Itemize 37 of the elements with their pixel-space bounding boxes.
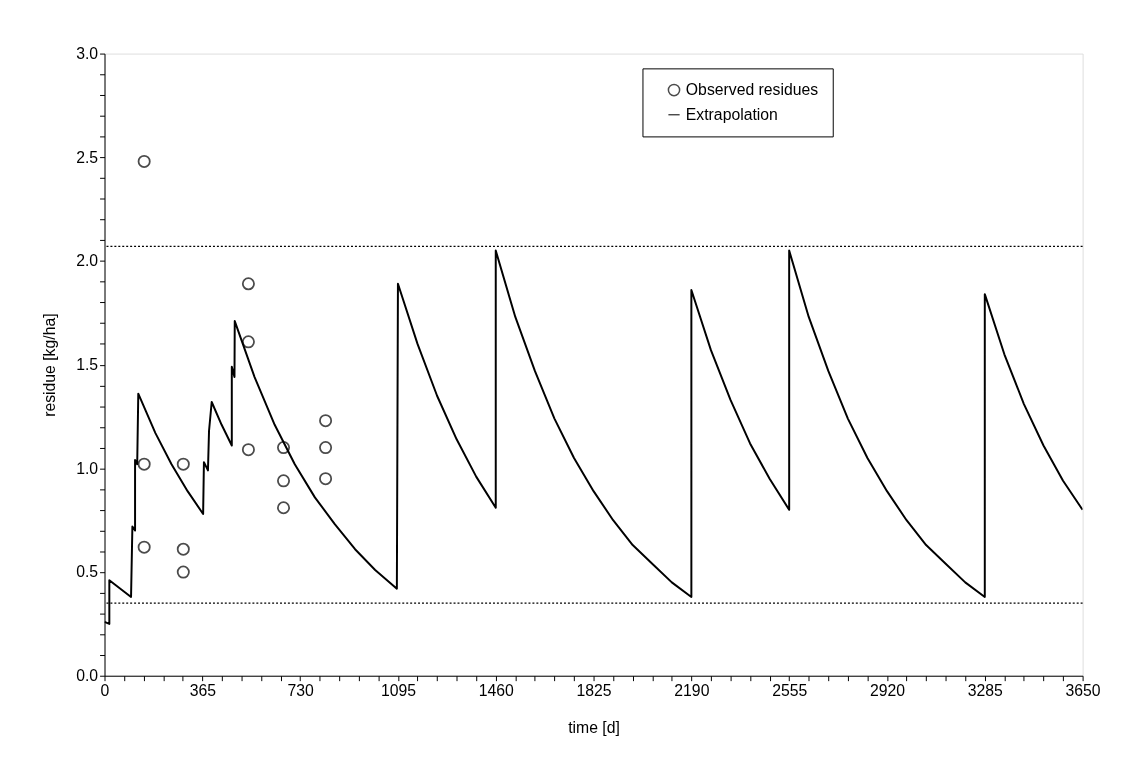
- point: [137, 457, 151, 471]
- point: [176, 565, 190, 579]
- point: [319, 414, 333, 428]
- point: [277, 474, 291, 488]
- point: [277, 441, 291, 455]
- legend-label: Observed residues: [685, 80, 819, 98]
- point: [241, 277, 255, 291]
- point: [137, 154, 151, 168]
- x-tick-label: 2190: [674, 681, 710, 699]
- point: [319, 472, 333, 486]
- point: [277, 501, 291, 515]
- legend-label: Extrapolation: [685, 105, 778, 123]
- x-tick-label: 2920: [869, 681, 906, 699]
- x-tick-label: 1095: [380, 681, 417, 699]
- x-tick-label: 0: [100, 681, 110, 699]
- y-tick-label: 3.0: [76, 45, 99, 62]
- y-tick-label: 2.0: [76, 252, 99, 270]
- x-tick-label: 1460: [478, 681, 515, 699]
- y-tick-label: 0.0: [76, 667, 99, 685]
- x-tick-label: 730: [287, 681, 314, 699]
- point: [241, 443, 255, 457]
- y-axis-title: residue [kg/ha]: [41, 313, 59, 417]
- x-axis-title: time [d]: [568, 719, 620, 737]
- x-tick-label: 365: [189, 681, 217, 699]
- point: [176, 457, 190, 471]
- point: [319, 441, 333, 455]
- x-tick-label: 2555: [772, 681, 808, 699]
- y-tick-label: 2.5: [76, 148, 99, 166]
- y-tick-label: 0.5: [76, 563, 99, 581]
- y-tick-label: 1.5: [76, 356, 99, 374]
- point: [241, 335, 255, 349]
- x-tick-label: 3650: [1065, 681, 1101, 699]
- y-tick-label: 1.0: [76, 459, 99, 477]
- x-tick-label: 1825: [576, 681, 612, 699]
- x-tick-label: 3285: [967, 681, 1004, 699]
- point: [176, 542, 190, 556]
- point: [137, 540, 151, 554]
